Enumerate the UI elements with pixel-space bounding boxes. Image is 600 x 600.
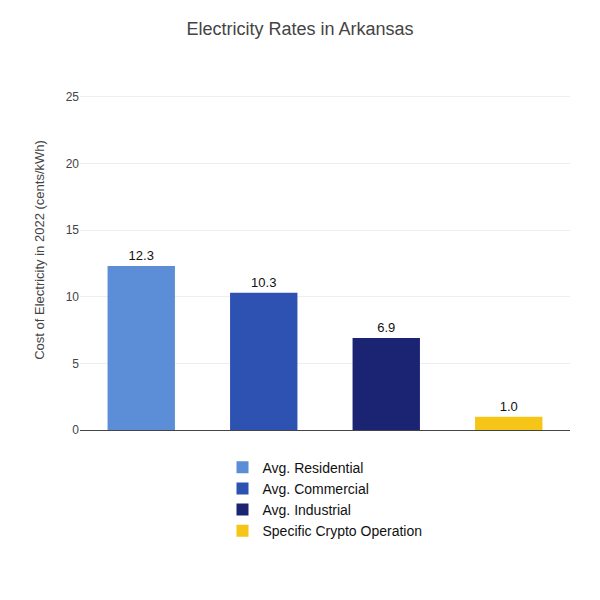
svg-text:6.9: 6.9 [377,320,395,335]
svg-text:10: 10 [66,290,80,304]
svg-text:Specific Crypto Operation: Specific Crypto Operation [263,523,423,539]
svg-text:5: 5 [72,357,79,371]
svg-text:0: 0 [72,423,79,437]
svg-text:12.3: 12.3 [129,248,154,263]
svg-text:1.0: 1.0 [500,399,518,414]
svg-text:10.3: 10.3 [251,275,276,290]
svg-text:Avg. Industrial: Avg. Industrial [263,502,351,518]
svg-text:Avg. Residential: Avg. Residential [263,460,364,476]
svg-text:20: 20 [66,157,80,171]
svg-text:Electricity Rates in Arkansas: Electricity Rates in Arkansas [186,19,413,39]
svg-text:15: 15 [66,223,80,237]
svg-text:Cost of Electricity in 2022 (c: Cost of Electricity in 2022 (cents/kWh) [32,140,47,360]
svg-text:25: 25 [66,90,80,104]
svg-text:Avg. Commercial: Avg. Commercial [263,481,369,497]
